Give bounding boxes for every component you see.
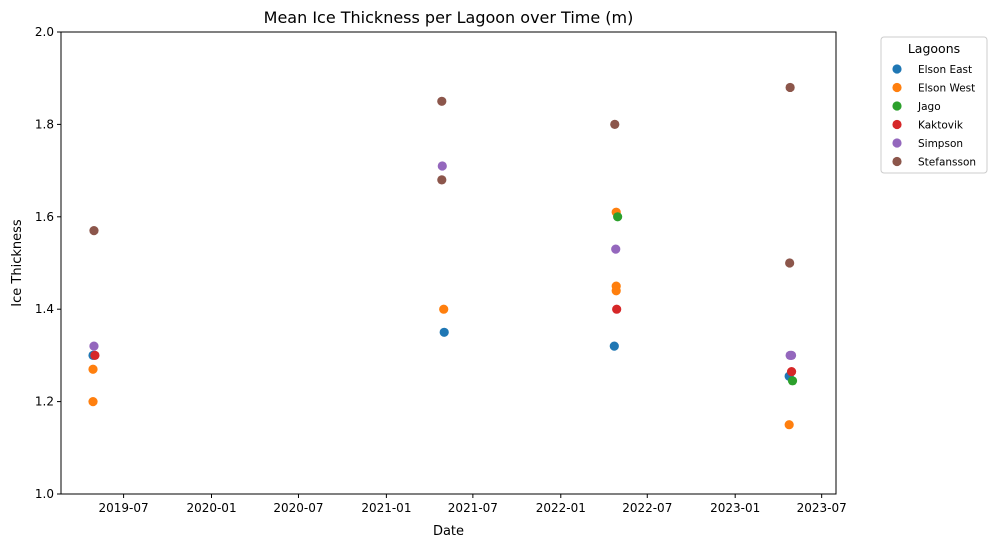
point-elson-west — [88, 364, 98, 374]
y-axis-ticks: 1.0 1.2 1.4 1.6 1.8 2.0 — [35, 25, 61, 501]
point-kaktovik — [612, 304, 622, 314]
x-tick-label: 2023-01 — [710, 501, 760, 515]
legend-box — [880, 36, 988, 174]
point-elson-west — [784, 420, 794, 430]
x-tick-label: 2021-01 — [361, 501, 411, 515]
y-tick-label: 1.8 — [35, 117, 54, 131]
point-kaktovik — [90, 350, 100, 360]
legend-marker-stefansson — [892, 156, 902, 167]
point-elson-west — [439, 304, 449, 314]
point-stefansson — [437, 175, 447, 185]
point-jago — [787, 376, 798, 386]
x-axis-title: Date — [433, 524, 464, 539]
legend-label-elson-east: Elson East — [918, 64, 972, 76]
point-kaktovik — [786, 366, 797, 377]
x-tick-label: 2021-07 — [448, 501, 498, 515]
chart-title: Mean Ice Thickness per Lagoon over Time … — [264, 8, 634, 27]
point-elson-west — [611, 286, 621, 296]
x-tick-label: 2022-01 — [536, 501, 586, 515]
point-stefansson — [785, 258, 795, 268]
point-elson-west — [88, 397, 98, 407]
point-simpson — [786, 350, 797, 360]
point-stefansson — [785, 82, 795, 93]
x-tick-label: 2023-07 — [797, 501, 847, 515]
point-simpson — [437, 161, 447, 171]
legend-label-jago: Jago — [917, 101, 941, 113]
legend[interactable]: Lagoons Elson East Elson West Jago Kaktovik… — [880, 36, 988, 174]
legend-marker-elson-east — [892, 64, 902, 74]
y-axis-title: Ice Thickness — [10, 219, 25, 307]
point-jago — [613, 212, 623, 222]
legend-marker-kaktovik — [892, 119, 902, 130]
point-elson-east — [439, 327, 449, 337]
plot-background — [61, 32, 836, 494]
y-tick-label: 2.0 — [35, 25, 54, 39]
legend-label-kaktovik: Kaktovik — [918, 120, 964, 132]
point-simpson — [89, 341, 99, 351]
x-tick-label: 2022-07 — [622, 501, 672, 515]
y-tick-label: 1.6 — [35, 210, 54, 224]
legend-label-simpson: Simpson — [918, 138, 963, 150]
legend-marker-elson-west — [892, 82, 902, 93]
point-stefansson — [610, 119, 620, 129]
point-stefansson — [437, 96, 447, 106]
y-tick-label: 1.0 — [35, 487, 54, 501]
x-tick-label: 2020-01 — [186, 501, 236, 515]
point-stefansson — [89, 226, 99, 236]
legend-label-elson-west: Elson West — [918, 83, 975, 95]
legend-label-stefansson: Stefansson — [918, 157, 976, 169]
point-elson-east — [609, 341, 619, 351]
plot-frame — [60, 31, 837, 495]
y-tick-label: 1.2 — [35, 395, 54, 409]
legend-title: Lagoons — [908, 41, 960, 56]
x-tick-label: 2019-07 — [99, 501, 149, 515]
legend-items: Elson East Elson West Jago Kaktovik Simpson S… — [892, 64, 976, 169]
y-tick-label: 1.4 — [35, 302, 54, 316]
data-points — [88, 82, 798, 430]
legend-marker-simpson — [892, 138, 902, 148]
x-axis-ticks: 2019-07 2020-01 2020-07 2021-01 2021-07 2022-… — [99, 494, 847, 515]
point-simpson — [611, 244, 621, 254]
x-tick-label: 2020-07 — [273, 501, 323, 515]
legend-marker-jago — [892, 101, 902, 111]
